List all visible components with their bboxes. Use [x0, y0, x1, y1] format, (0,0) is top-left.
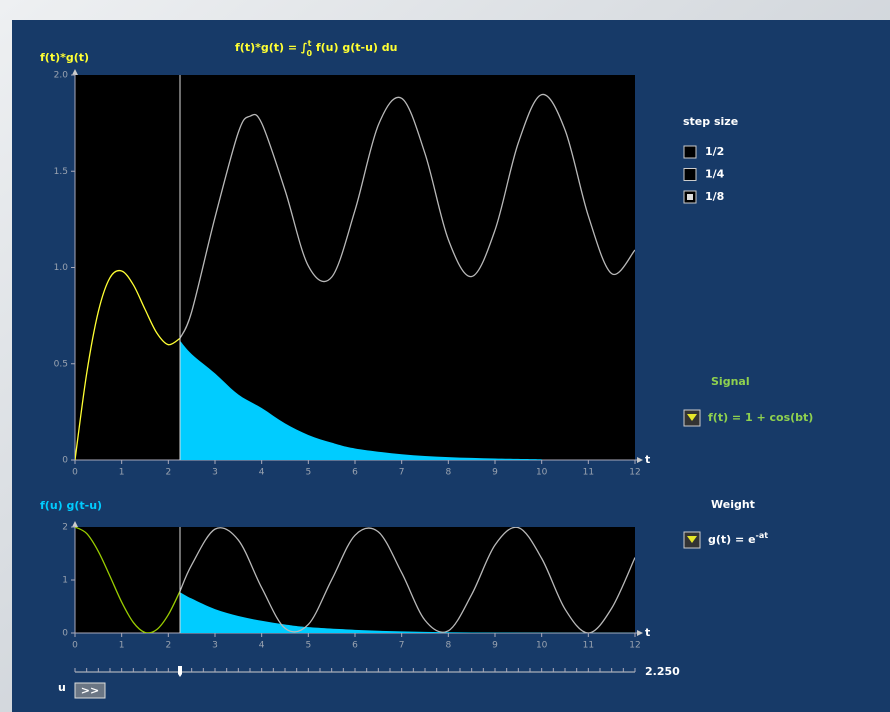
y-axis-label: f(u) g(t-u) — [40, 499, 102, 512]
formula-part: f(t)*g(t) = ∫ — [235, 41, 308, 54]
x-tick-label: 0 — [72, 468, 78, 478]
x-tick-label: 6 — [352, 468, 358, 478]
dropdown-arrow — [687, 536, 697, 543]
play-button-label[interactable]: >> — [81, 684, 99, 697]
x-tick-label: 7 — [399, 641, 405, 651]
y-tick-label: 1.0 — [54, 263, 69, 273]
step-option[interactable]: 1/8 — [705, 190, 724, 203]
weight-formula[interactable]: g(t) = e-at — [708, 531, 768, 547]
formula-sub: 0 — [306, 49, 312, 58]
x-tick-label: 6 — [352, 641, 358, 651]
x-tick-label: 10 — [536, 468, 548, 478]
x-tick-label: 11 — [583, 641, 594, 651]
plot-series — [75, 93, 635, 460]
axis-arrow — [637, 457, 643, 463]
x-tick-label: 0 — [72, 641, 78, 651]
area — [180, 340, 542, 460]
x-axis-label: t — [645, 453, 650, 466]
area — [180, 592, 635, 633]
x-tick-label: 2 — [165, 468, 171, 478]
dropdown-arrow — [687, 414, 697, 421]
y-tick-label: 1.5 — [54, 167, 68, 177]
y-tick-label: 0 — [62, 456, 68, 466]
y-tick-label: 2 — [62, 523, 68, 533]
x-tick-label: 4 — [259, 468, 265, 478]
x-tick-label: 9 — [492, 641, 498, 651]
step-checkbox[interactable] — [683, 145, 697, 159]
x-tick-label: 9 — [492, 468, 498, 478]
formula-part: g(t) = e — [708, 533, 756, 546]
line — [75, 527, 181, 633]
line — [75, 269, 181, 460]
y-tick-label: 1 — [62, 576, 68, 586]
x-tick-label: 1 — [119, 468, 125, 478]
x-tick-label: 2 — [165, 641, 171, 651]
axis-arrow — [72, 69, 78, 75]
plot-series — [75, 527, 635, 633]
plot-area — [75, 75, 635, 460]
line — [179, 527, 635, 633]
step-size-title: step size — [683, 115, 738, 128]
checkbox-mark — [687, 194, 693, 200]
line — [179, 93, 635, 339]
axis-arrow — [72, 521, 78, 527]
formula-sup: -at — [756, 531, 769, 540]
x-axis-label: t — [645, 626, 650, 639]
x-tick-label: 5 — [305, 468, 311, 478]
x-tick-label: 5 — [305, 641, 311, 651]
signal-formula[interactable]: f(t) = 1 + cos(bt) — [708, 411, 813, 424]
x-tick-label: 7 — [399, 468, 405, 478]
axis-arrow — [637, 630, 643, 636]
formula-sup: t — [308, 39, 312, 48]
x-tick-label: 1 — [119, 641, 125, 651]
x-tick-label: 12 — [629, 641, 640, 651]
x-tick-label: 12 — [629, 468, 640, 478]
x-tick-label: 8 — [445, 641, 451, 651]
step-option[interactable]: 1/2 — [705, 145, 724, 158]
signal-title: Signal — [711, 375, 750, 388]
x-tick-label: 11 — [583, 468, 594, 478]
formula-part: f(u) g(t-u) du — [312, 41, 397, 54]
slider-label: u — [58, 681, 66, 694]
play-button[interactable] — [74, 682, 106, 699]
x-tick-label: 8 — [445, 468, 451, 478]
step-checkbox[interactable] — [683, 168, 697, 181]
x-tick-label: 3 — [212, 468, 218, 478]
y-tick-label: 0 — [62, 629, 68, 639]
slider-thumb[interactable] — [178, 666, 182, 677]
step-option[interactable]: 1/4 — [705, 168, 725, 181]
formula-title: f(t)*g(t) = ∫t 0 f(u) g(t-u) du — [235, 39, 397, 58]
slider-value: 2.250 — [645, 665, 680, 678]
x-tick-label: 3 — [212, 641, 218, 651]
x-tick-label: 10 — [536, 641, 548, 651]
y-tick-label: 2.0 — [54, 71, 69, 81]
x-tick-label: 4 — [259, 641, 265, 651]
weight-title: Weight — [711, 498, 755, 511]
y-axis-label: f(t)*g(t) — [40, 51, 89, 64]
y-tick-label: 0.5 — [54, 359, 68, 369]
